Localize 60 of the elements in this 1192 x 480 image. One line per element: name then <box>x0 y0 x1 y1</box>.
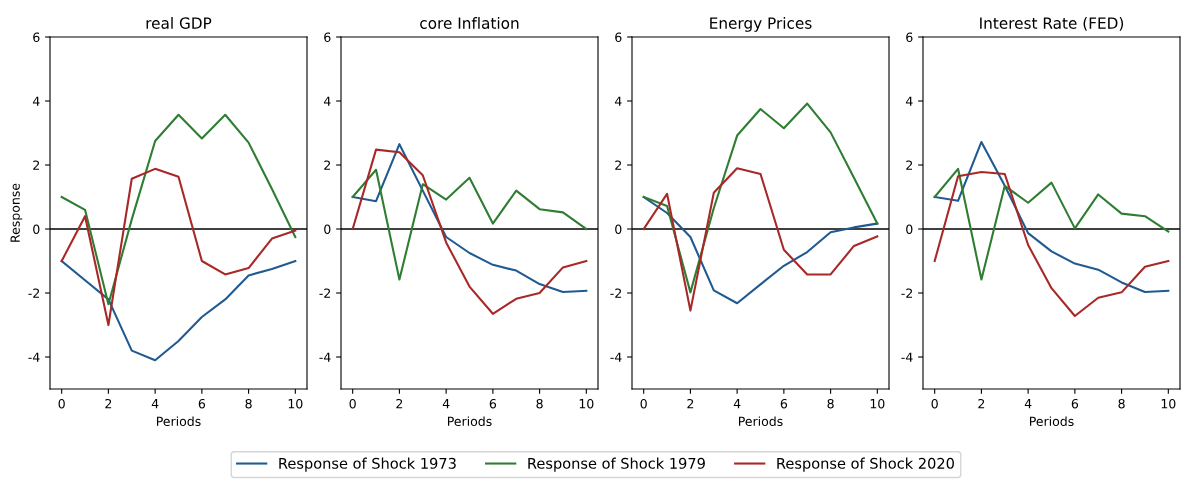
y-tick-label: 2 <box>906 160 913 170</box>
x-tick-label: 2 <box>105 398 112 409</box>
y-tick-label: 6 <box>906 32 913 42</box>
y-tick-label: 6 <box>33 32 40 42</box>
x-axis-title: Periods <box>1029 416 1074 427</box>
x-tick-label: 0 <box>349 398 356 409</box>
y-tick-label: 0 <box>615 224 622 234</box>
x-tick-label: 6 <box>198 398 206 409</box>
x-tick-label: 4 <box>733 399 741 409</box>
x-tick-label: 4 <box>442 399 450 409</box>
legend-label: Response of Shock 2020 <box>777 457 954 472</box>
legend-label: Response of Shock 1979 <box>528 457 705 472</box>
y-tick-label: 4 <box>905 96 913 106</box>
y-tick-label: -4 <box>28 352 40 362</box>
x-tick-label: 10 <box>870 398 885 409</box>
x-tick-label: 0 <box>58 398 65 409</box>
x-tick-label: 10 <box>288 398 303 409</box>
y-tick-label: -2 <box>319 288 331 298</box>
x-tick-label: 4 <box>1024 399 1032 409</box>
x-tick-label: 2 <box>396 398 403 409</box>
y-tick-label: 0 <box>906 224 913 234</box>
y-tick-label: -2 <box>610 288 622 298</box>
x-tick-label: 6 <box>1071 398 1079 409</box>
x-axis-title: Periods <box>156 416 201 427</box>
x-tick-label: 2 <box>978 398 985 409</box>
y-axis-title: Response <box>10 183 23 242</box>
x-axis-title: Periods <box>738 416 783 427</box>
y-tick-label: 2 <box>33 160 40 170</box>
x-tick-label: 10 <box>1161 398 1176 409</box>
x-tick-label: 6 <box>780 398 788 409</box>
chart-title: Energy Prices <box>710 17 812 32</box>
y-tick-label: -4 <box>610 352 622 362</box>
x-tick-label: 10 <box>579 398 594 409</box>
x-tick-label: 8 <box>827 398 834 409</box>
x-tick-label: 2 <box>687 398 694 409</box>
y-tick-label: 2 <box>615 160 622 170</box>
x-tick-label: 8 <box>245 398 252 409</box>
x-tick-label: 0 <box>640 398 647 409</box>
y-tick-label: -2 <box>28 288 40 298</box>
y-tick-label: 4 <box>323 96 331 106</box>
y-tick-label: -4 <box>319 352 331 362</box>
x-tick-label: 0 <box>931 398 938 409</box>
y-tick-label: -4 <box>901 352 913 362</box>
y-tick-label: 4 <box>614 96 622 106</box>
y-tick-label: 4 <box>32 96 40 106</box>
y-tick-label: 2 <box>324 160 331 170</box>
chart-title: real GDP <box>146 17 212 29</box>
chart-title: Interest Rate (FED) <box>980 17 1124 31</box>
x-axis-title: Periods <box>447 416 492 427</box>
x-tick-label: 4 <box>151 399 159 409</box>
y-tick-label: 6 <box>615 32 622 42</box>
y-tick-label: 0 <box>33 224 40 234</box>
x-tick-label: 6 <box>489 398 497 409</box>
y-tick-label: 0 <box>324 224 331 234</box>
chart-title: core Inflation <box>420 17 519 29</box>
legend-label: Response of Shock 1973 <box>279 457 456 472</box>
y-tick-label: -2 <box>901 288 913 298</box>
x-tick-label: 8 <box>1118 398 1125 409</box>
x-tick-label: 8 <box>536 398 543 409</box>
y-tick-label: 6 <box>324 32 331 42</box>
